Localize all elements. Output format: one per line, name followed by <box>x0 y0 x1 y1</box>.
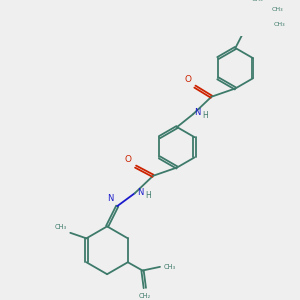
Text: O: O <box>125 155 132 164</box>
Text: CH₃: CH₃ <box>252 0 263 2</box>
Text: O: O <box>184 75 191 84</box>
Text: H: H <box>145 190 151 200</box>
Text: CH₃: CH₃ <box>274 22 285 27</box>
Text: N: N <box>137 188 143 197</box>
Text: CH₃: CH₃ <box>164 264 176 270</box>
Text: N: N <box>194 108 200 117</box>
Text: H: H <box>202 111 208 120</box>
Text: CH₃: CH₃ <box>55 224 67 230</box>
Text: CH₃: CH₃ <box>271 7 283 12</box>
Text: CH₂: CH₂ <box>139 292 151 298</box>
Text: N: N <box>107 194 113 203</box>
